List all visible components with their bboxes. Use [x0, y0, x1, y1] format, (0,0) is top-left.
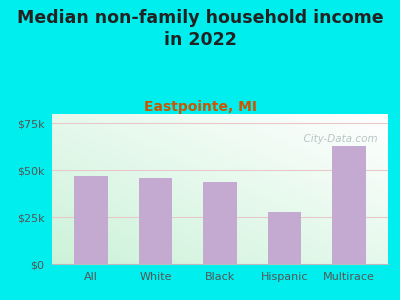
Text: Eastpointe, MI: Eastpointe, MI — [144, 100, 256, 115]
Text: Median non-family household income
in 2022: Median non-family household income in 20… — [17, 9, 383, 49]
Bar — [203, 182, 237, 264]
Bar — [332, 146, 366, 264]
Bar — [268, 212, 302, 264]
Text: City-Data.com: City-Data.com — [297, 134, 378, 145]
Bar — [138, 178, 172, 264]
Bar — [74, 176, 108, 264]
